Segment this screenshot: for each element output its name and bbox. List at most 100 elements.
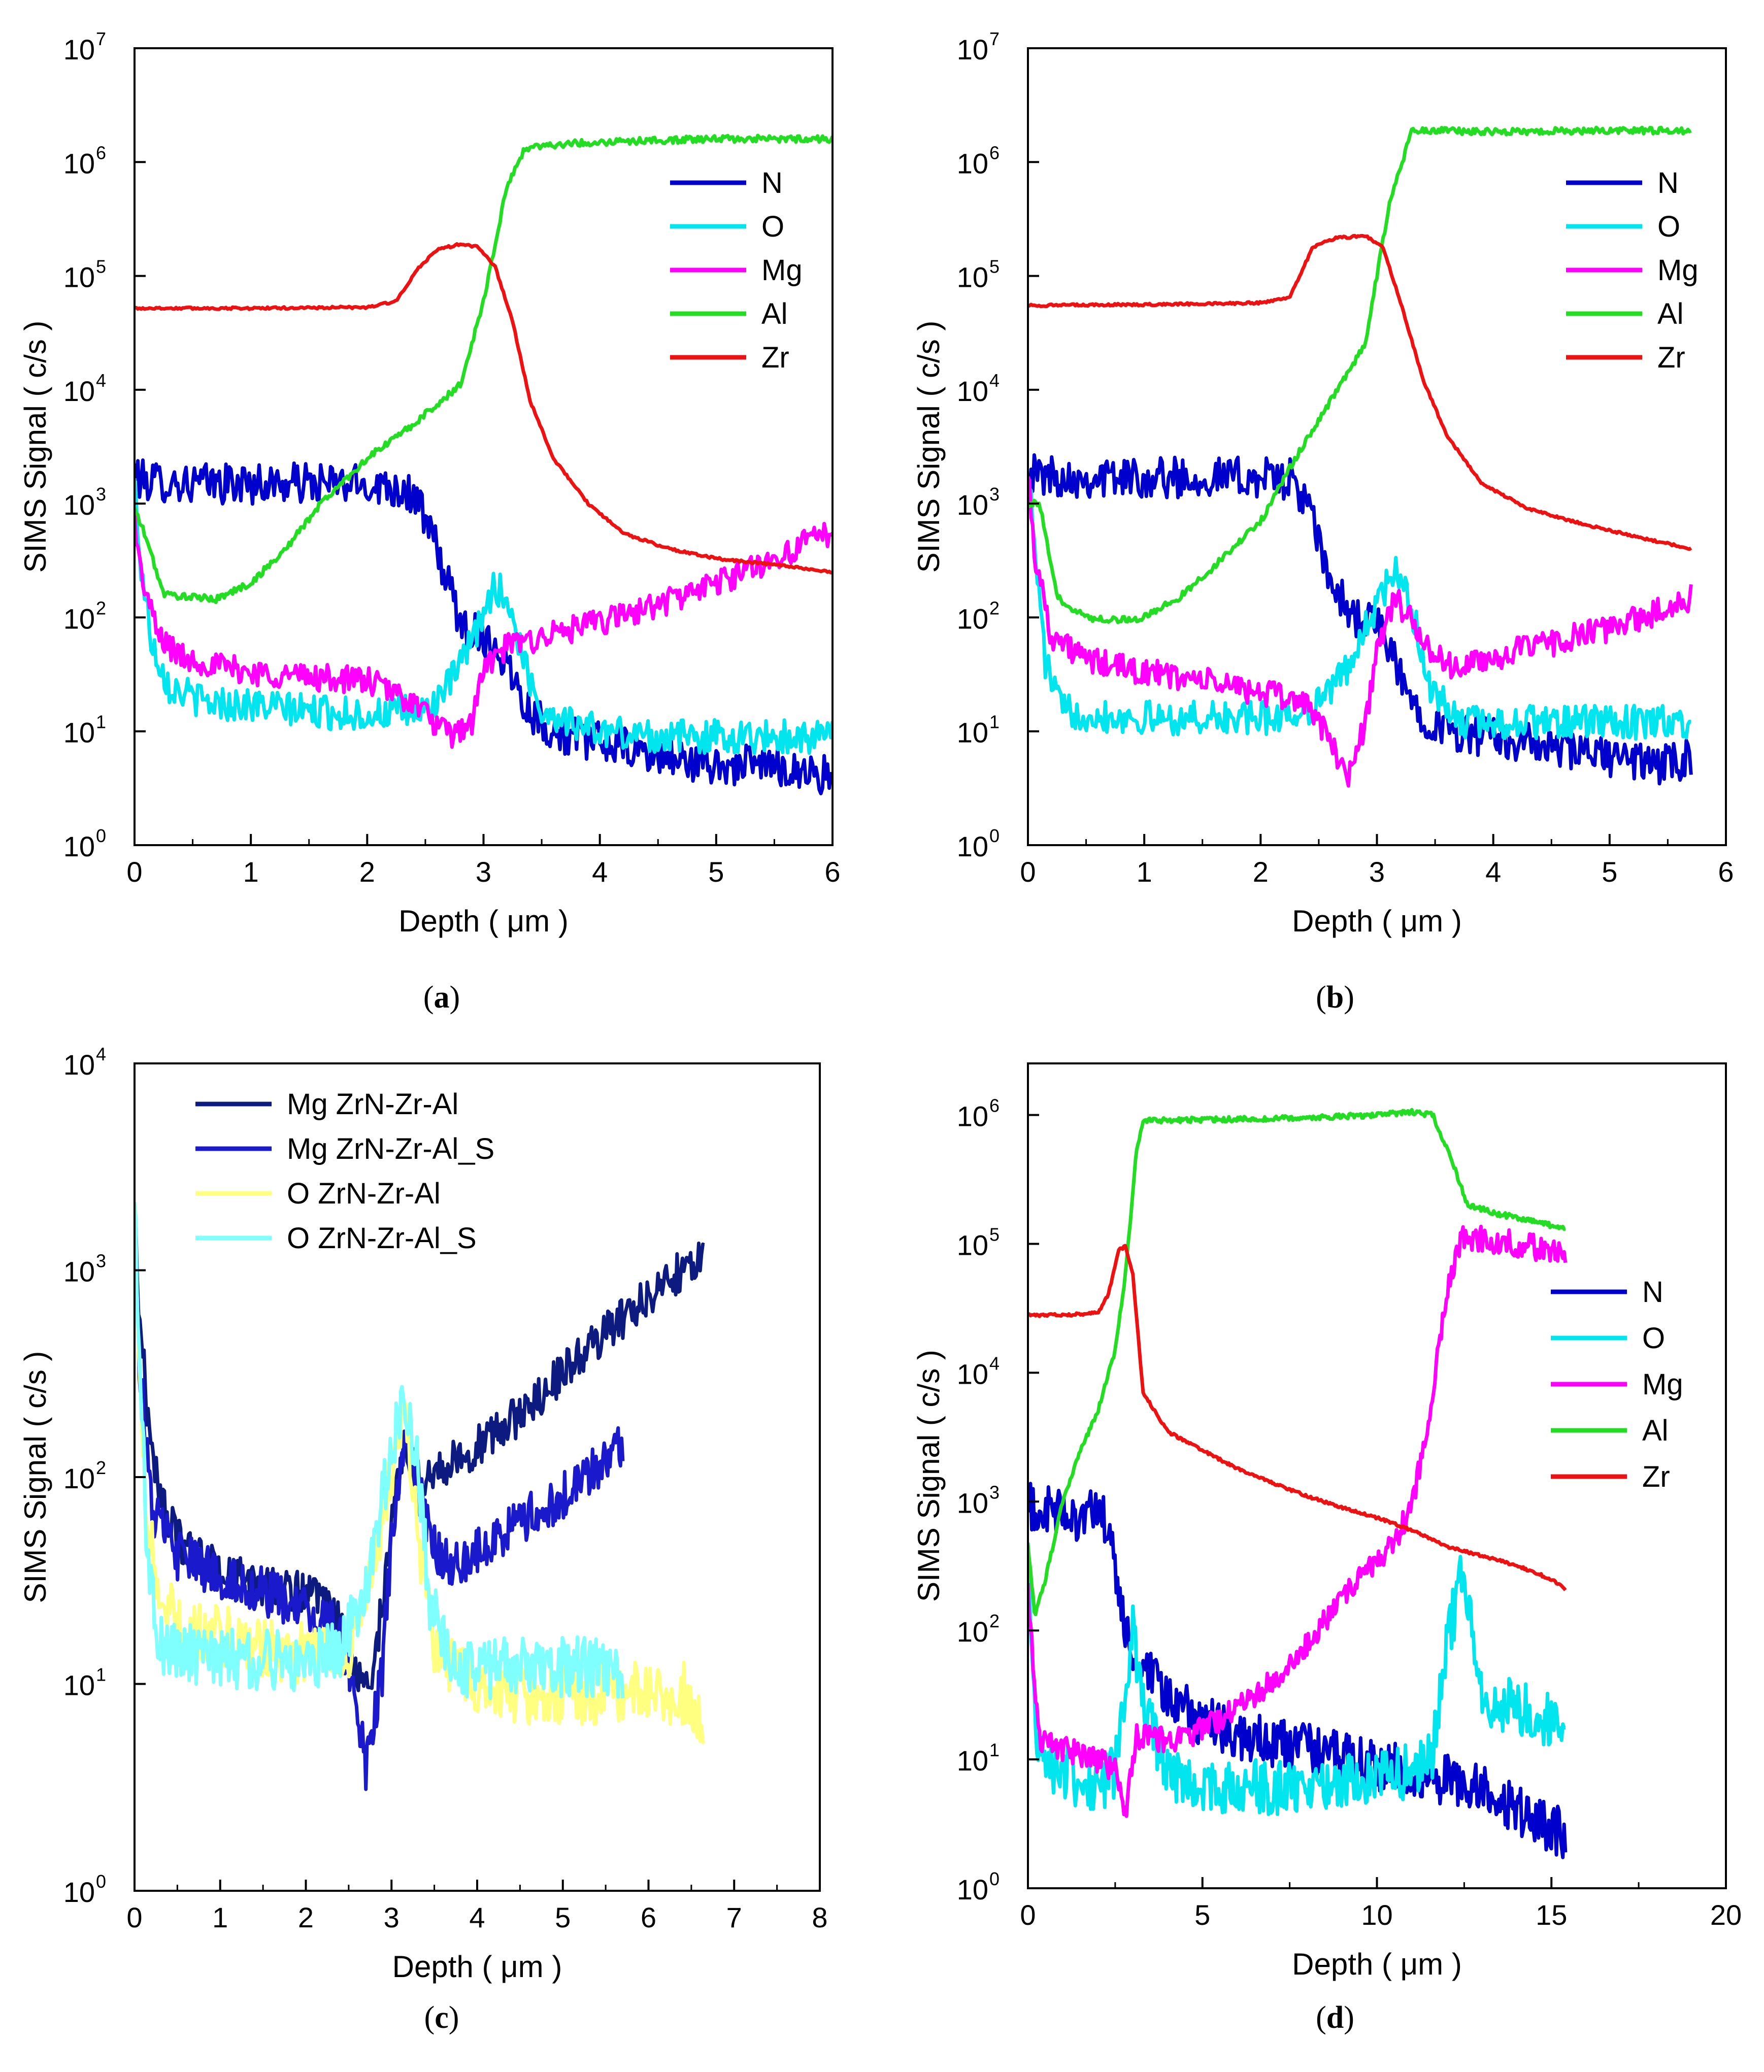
legend-label-a-0: N [761, 166, 783, 199]
y-tick-label-a-4: 10 [63, 375, 95, 407]
y-tick-exp-b-2: 2 [989, 597, 1000, 618]
x-axis-title-b: Depth ( μm ) [1292, 904, 1462, 938]
series-line-a-0 [135, 458, 833, 795]
legend-b: NO Mg Al Zr [1566, 166, 1699, 374]
series-line-a-4 [135, 242, 833, 575]
series-line-a-3 [135, 133, 833, 605]
series-line-a-2 [135, 510, 833, 749]
x-tick-label-c-1: 1 [212, 1901, 228, 1933]
x-tick-label-a-5: 5 [708, 856, 724, 888]
y-tick-exp-b-6: 6 [989, 142, 1000, 163]
x-tick-label-b-3: 3 [1369, 856, 1385, 888]
x-tick-label-d-1: 5 [1194, 1899, 1210, 1931]
y-tick-exp-b-4: 4 [989, 370, 1000, 391]
y-tick-label-d-0: 10 [957, 1874, 988, 1906]
series-line-d-1 [1028, 1542, 1566, 1816]
x-tick-label-b-5: 5 [1602, 856, 1617, 888]
x-tick-label-a-4: 4 [592, 856, 608, 888]
series-line-c-1 [135, 1203, 625, 1791]
legend-label-c-2: O ZrN-Zr-Al [287, 1177, 441, 1210]
y-tick-label-b-4: 10 [957, 375, 988, 407]
y-tick-label-d-5: 10 [957, 1229, 988, 1261]
y-tick-label-a-2: 10 [63, 603, 95, 634]
panel-caption-a: (a) [423, 980, 460, 1015]
y-tick-exp-a-4: 4 [96, 370, 106, 391]
y-tick-label-a-7: 10 [63, 34, 95, 65]
y-tick-label-d-2: 10 [957, 1616, 988, 1648]
legend-label-b-0: N [1657, 166, 1679, 199]
y-tick-exp-a-1: 1 [96, 712, 106, 732]
x-tick-label-d-0: 0 [1020, 1899, 1036, 1931]
y-tick-exp-c-4: 4 [96, 1044, 106, 1064]
plot-area-a [135, 133, 833, 795]
y-tick-exp-c-3: 3 [96, 1251, 106, 1272]
x-tick-label-c-6: 6 [641, 1901, 656, 1933]
series-line-d-3 [1028, 1108, 1566, 1617]
y-tick-label-c-3: 10 [63, 1256, 95, 1288]
legend-label-d-0: N [1642, 1276, 1663, 1309]
x-tick-label-b-1: 1 [1137, 856, 1152, 888]
y-tick-exp-d-0: 0 [989, 1868, 1000, 1889]
y-tick-exp-b-0: 0 [989, 825, 1000, 846]
legend-c: Mg ZrN-Zr-Al Mg ZrN-Zr-Al_S O ZrN-Zr-Al O Z… [195, 1088, 494, 1255]
y-tick-label-d-6: 10 [957, 1100, 988, 1132]
x-tick-label-a-2: 2 [359, 856, 375, 888]
y-tick-label-a-1: 10 [63, 717, 95, 749]
y-tick-exp-b-1: 1 [989, 712, 1000, 732]
x-axis-title-d: Depth ( μm ) [1292, 1947, 1462, 1981]
legend-label-a-2: Mg [761, 254, 803, 287]
series-line-c-3 [135, 1202, 625, 1700]
x-tick-label-b-0: 0 [1020, 856, 1036, 888]
legend-label-d-2: Mg [1642, 1368, 1683, 1401]
y-tick-exp-d-5: 5 [989, 1224, 1000, 1245]
x-tick-label-c-3: 3 [384, 1901, 400, 1933]
y-tick-label-c-4: 10 [63, 1049, 95, 1081]
y-axis-title-c: SIMS Signal ( c/s ) [18, 1351, 52, 1603]
y-tick-label-b-2: 10 [957, 603, 988, 634]
legend-label-c-0: Mg ZrN-Zr-Al [287, 1088, 458, 1121]
x-tick-label-c-2: 2 [298, 1901, 314, 1933]
y-tick-exp-a-6: 6 [96, 142, 106, 163]
x-tick-label-a-6: 6 [824, 856, 840, 888]
y-tick-label-a-5: 10 [63, 261, 95, 293]
y-tick-exp-d-6: 6 [989, 1095, 1000, 1116]
y-tick-label-b-6: 10 [957, 147, 988, 179]
y-tick-label-d-4: 10 [957, 1358, 988, 1390]
series-line-b-3 [1028, 125, 1692, 624]
y-tick-exp-b-7: 7 [989, 28, 1000, 49]
y-tick-label-b-1: 10 [957, 717, 988, 749]
y-axis-title-a: SIMS Signal ( c/s ) [18, 321, 52, 573]
y-tick-exp-c-1: 1 [96, 1664, 106, 1685]
x-tick-label-a-0: 0 [126, 856, 142, 888]
legend-label-c-1: Mg ZrN-Zr-Al_S [287, 1132, 494, 1165]
legend-label-c-3: O ZrN-Zr-Al_S [287, 1222, 477, 1255]
series-line-d-4 [1028, 1244, 1567, 1591]
legend-label-b-1: O [1657, 210, 1680, 243]
series-line-d-0 [1028, 1482, 1568, 1859]
legend-label-a-4: Zr [761, 341, 789, 374]
legend-label-a-1: O [761, 210, 784, 243]
y-tick-exp-d-2: 2 [989, 1611, 1000, 1631]
y-tick-exp-b-5: 5 [989, 256, 1000, 277]
legend-a: NO Mg Al Zr [670, 166, 803, 374]
y-tick-label-c-1: 10 [63, 1669, 95, 1701]
x-tick-label-c-7: 7 [726, 1901, 742, 1933]
y-tick-exp-a-2: 2 [96, 597, 106, 618]
y-tick-exp-c-0: 0 [96, 1871, 106, 1892]
plot-frame-a [134, 47, 834, 846]
y-tick-exp-a-0: 0 [96, 825, 106, 846]
series-line-b-1 [1028, 480, 1691, 741]
y-tick-label-c-2: 10 [63, 1462, 95, 1494]
y-tick-exp-a-5: 5 [96, 256, 106, 277]
series-line-b-4 [1028, 233, 1692, 551]
legend-label-d-4: Zr [1642, 1460, 1670, 1493]
y-tick-label-a-0: 10 [63, 830, 95, 862]
y-tick-label-a-3: 10 [63, 489, 95, 521]
x-tick-label-c-8: 8 [812, 1901, 827, 1933]
legend-label-b-3: Al [1657, 297, 1684, 330]
plot-area-c [135, 1202, 706, 1791]
y-tick-label-d-3: 10 [957, 1487, 988, 1519]
y-tick-exp-c-2: 2 [96, 1457, 106, 1478]
